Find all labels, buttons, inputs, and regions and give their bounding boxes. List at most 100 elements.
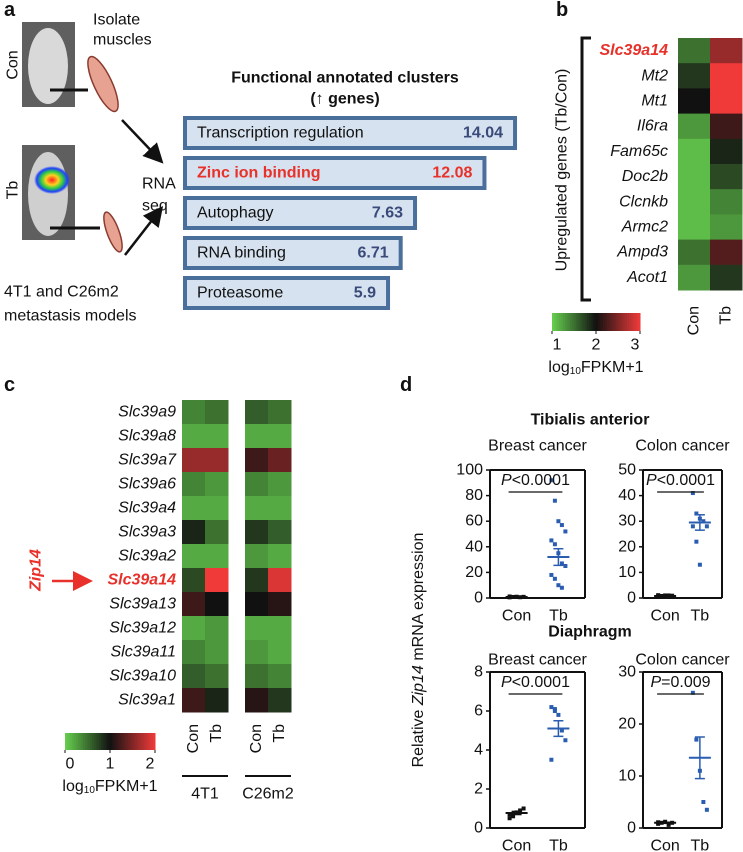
heat-cell [245, 568, 269, 593]
colorbar-step [74, 733, 77, 750]
colorbar-step [148, 733, 151, 750]
colorbar-step [582, 313, 586, 331]
cluster-score: 5.9 [354, 285, 376, 302]
colorbar-tick-label: 0 [66, 756, 75, 773]
heat-cell [205, 424, 229, 449]
colorbar-step [569, 313, 573, 331]
label-part: <0.0001 [512, 472, 570, 489]
p-value: P=0.009 [650, 674, 710, 691]
gene-label: Slc39a8 [118, 428, 176, 445]
row-title: Tibialis anterior [531, 412, 650, 429]
y-tick-label: 20 [618, 716, 636, 733]
cluster-name: Autophagy [197, 205, 274, 222]
heat-cell [205, 520, 229, 545]
heat-cell [710, 63, 743, 89]
data-point [701, 519, 706, 524]
data-point [521, 806, 526, 811]
colorbar-step [87, 733, 91, 750]
heat-cell [678, 164, 711, 190]
colorbar-step [110, 733, 113, 750]
heat-cell [182, 448, 206, 473]
colorbar-step [141, 733, 145, 750]
column-label: Tb [718, 306, 735, 325]
mouse-images [22, 22, 164, 256]
colorbar-step [596, 313, 599, 331]
gene-label: Armc2 [621, 219, 668, 236]
colorbar-step [121, 733, 124, 750]
colorbar-step [114, 733, 118, 750]
cluster-name: RNA binding [197, 245, 286, 262]
heat-cell [205, 496, 229, 521]
heat-cell [678, 38, 711, 64]
data-point [694, 539, 699, 544]
heat-cell [205, 616, 229, 641]
clusters-title: Functional annotated clusters [231, 70, 459, 87]
colorbar-step [556, 313, 560, 331]
gene-label: Slc39a4 [118, 500, 176, 517]
colorbar-step [580, 313, 584, 331]
data-point [704, 524, 709, 529]
colorbar-step [103, 733, 106, 750]
label-part: Zip14 [410, 665, 427, 706]
colorbar-step [611, 313, 615, 331]
label-part: P [501, 472, 512, 489]
y-tick-label: 40 [618, 487, 636, 504]
colorbar-step [622, 313, 626, 331]
x-tick-label: Tb [549, 838, 568, 852]
colorbar-step [565, 313, 568, 331]
y-tick-label: 50 [618, 462, 636, 479]
heat-cell [678, 264, 711, 291]
chart-title: Colon cancer [635, 652, 730, 669]
colorbar-step [134, 733, 138, 750]
data-point [552, 542, 557, 547]
colorbar-step [92, 733, 95, 750]
colorbar-step [107, 733, 111, 750]
data-point [552, 576, 557, 581]
heat-cell [268, 448, 292, 473]
heat-cell [678, 138, 711, 165]
data-point [666, 822, 671, 827]
mouse-label: Tb [5, 181, 22, 200]
heat-cell [268, 472, 292, 497]
colorbar-tick-label: 3 [631, 337, 640, 354]
colorbar-step [125, 733, 129, 750]
p-value: P<0.0001 [501, 472, 570, 489]
label-part: Relative [410, 705, 427, 767]
heat-cell [268, 424, 292, 449]
data-point [559, 585, 564, 590]
y-tick-label: 10 [618, 768, 636, 785]
heat-cell [710, 138, 743, 165]
colorbar-step [598, 313, 601, 331]
data-point [556, 712, 561, 717]
cluster-name: Proteasome [197, 285, 283, 302]
heat-cell [182, 472, 206, 497]
colorbar-step [119, 733, 122, 750]
colorbar-step [563, 313, 566, 331]
x-tick-label: Con [650, 608, 679, 625]
x-tick-label: Con [502, 608, 531, 625]
data-point [549, 538, 554, 543]
heat-cell [182, 640, 206, 665]
colorbar-step [558, 313, 562, 331]
colorbar-step [560, 313, 564, 331]
label-part: <0.0001 [512, 674, 570, 691]
colorbar-step [615, 313, 619, 331]
cluster-score: 6.71 [358, 245, 389, 262]
heat-cell [205, 664, 229, 689]
colorbar-step [101, 733, 104, 750]
panel-letter: d [400, 374, 412, 396]
heat-cell [182, 592, 206, 617]
colorbar-step [618, 313, 621, 331]
heat-cell [205, 400, 229, 425]
p-value: P<0.0001 [501, 674, 570, 691]
y-tick-label: 0 [627, 820, 636, 837]
data-point [694, 737, 699, 742]
colorbar-step [132, 733, 136, 750]
colorbar-step [89, 733, 93, 750]
column-label: Con [248, 724, 265, 753]
label-part: FPKM+1 [95, 778, 158, 795]
heat-cell [245, 400, 269, 425]
y-tick-label: 10 [618, 564, 636, 581]
colorbar-step [620, 313, 623, 331]
colorbar-step [554, 313, 557, 331]
